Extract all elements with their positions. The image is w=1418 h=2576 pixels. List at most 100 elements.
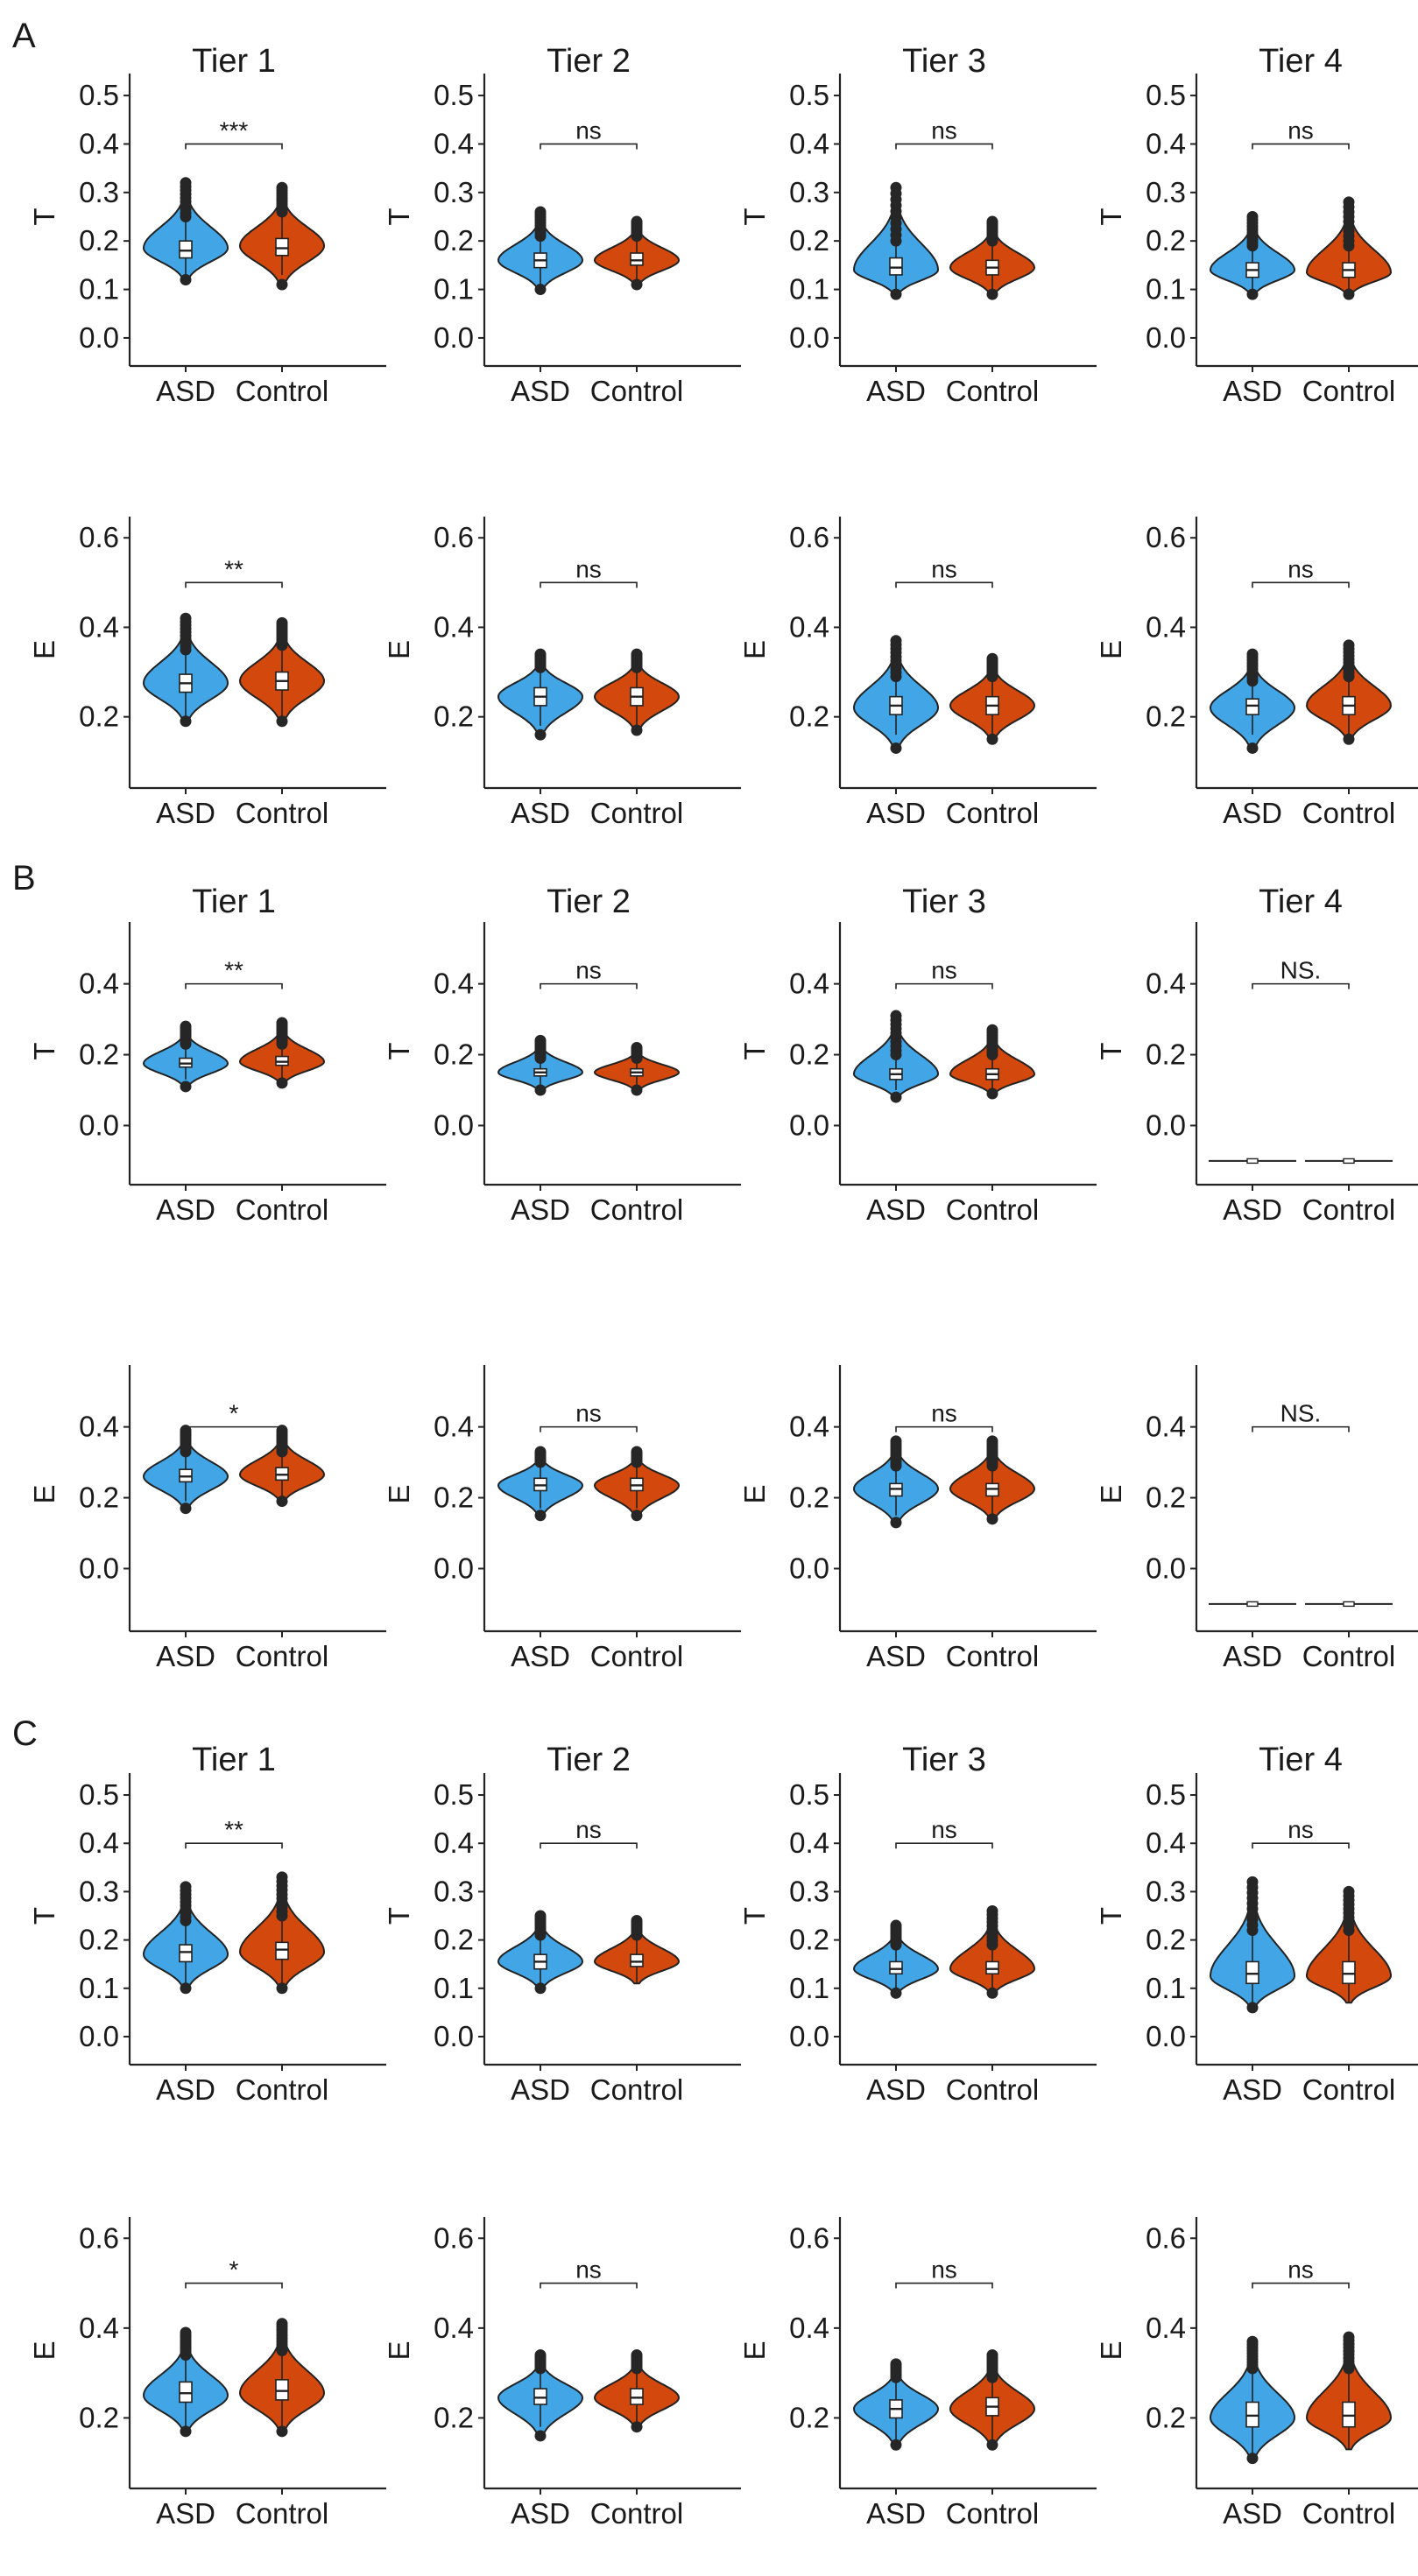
outlier-point [276, 2425, 288, 2438]
significance-label: ** [224, 957, 243, 984]
outlier-point [276, 278, 288, 291]
outlier-point [631, 1084, 643, 1096]
panel-title: Tier 4 [1259, 883, 1343, 920]
outlier-point [276, 616, 288, 629]
significance-bracket [1252, 2282, 1350, 2289]
outlier-point [631, 215, 643, 228]
panel-title: Tier 4 [1259, 43, 1343, 80]
outlier-point [276, 2318, 288, 2330]
x-tick-label: ASD [1223, 1640, 1282, 1672]
y-tick-label: 0.0 [1146, 1109, 1186, 1141]
significance-label: ns [931, 1400, 957, 1427]
significance-label: ns [1287, 116, 1314, 144]
panel-10: 0.0 0.2 0.4 T ASD Control Tier 3 ns [738, 883, 1097, 1226]
outlier-point [534, 1084, 547, 1096]
panel-21: 0.2 0.4 0.6 E ASD Control ns [383, 2217, 741, 2530]
outlier-point [986, 1904, 998, 1917]
y-tick-label: 0.0 [789, 1109, 829, 1141]
y-tick-label: 0.2 [1146, 1038, 1186, 1071]
significance-label: * [229, 2256, 239, 2284]
panel-title: Tier 2 [547, 1742, 631, 1778]
x-tick-label: Control [946, 2073, 1039, 2106]
y-tick-label: 0.1 [79, 1972, 119, 2004]
box-iqr [1342, 2401, 1356, 2428]
outlier-point [1246, 288, 1259, 300]
y-tick-label: 0.5 [1146, 79, 1186, 111]
x-tick-label: ASD [866, 1193, 926, 1226]
outlier-point [534, 648, 547, 660]
outlier-point [890, 1435, 902, 1447]
panel-3: 0.0 0.1 0.2 0.3 0.4 0.5 T ASD Control Tier 4 ns [1095, 43, 1418, 407]
empty-box [1246, 1601, 1259, 1608]
panel-title: Tier 1 [192, 1742, 276, 1778]
y-tick-label: 0.0 [1146, 1552, 1186, 1584]
outlier-point [534, 2430, 547, 2442]
y-tick-label: 0.2 [789, 1924, 829, 1956]
y-tick-label: 0.4 [79, 1826, 119, 1859]
panel-14: 0.0 0.2 0.4 E ASD Control ns [738, 1365, 1097, 1672]
panel-1: 0.0 0.1 0.2 0.3 0.4 0.5 T ASD Control Tier 2 ns [383, 43, 741, 407]
y-tick-label: 0.2 [789, 700, 829, 733]
significance-label: ns [1287, 1816, 1314, 1843]
x-tick-label: Control [946, 1640, 1039, 1672]
significance-bracket [895, 2282, 993, 2289]
panel-9: 0.0 0.2 0.4 T ASD Control Tier 2 ns [383, 883, 741, 1226]
significance-bracket [895, 982, 993, 989]
empty-box [1343, 1601, 1355, 1608]
y-tick-label: 0.2 [79, 1924, 119, 1956]
outlier-point [986, 1987, 998, 1999]
outlier-point [631, 1915, 643, 1927]
significance-bracket [185, 2282, 283, 2289]
outlier-point [534, 728, 547, 741]
significance-label: ns [575, 957, 602, 984]
y-tick-label: 0.2 [1146, 224, 1186, 257]
outlier-point [631, 648, 643, 660]
significance-label: NS. [1280, 1400, 1322, 1427]
outlier-point [890, 181, 902, 194]
outlier-point [1343, 733, 1355, 745]
x-tick-label: ASD [511, 2497, 570, 2530]
x-tick-label: ASD [1223, 1193, 1282, 1226]
y-tick-label: 0.3 [1146, 176, 1186, 208]
y-tick-label: 0.3 [79, 1875, 119, 1907]
x-tick-label: ASD [511, 797, 570, 829]
significance-bracket [185, 982, 283, 989]
y-tick-label: 0.0 [789, 2020, 829, 2052]
significance-bracket [895, 1842, 993, 1849]
y-axis-title: E [738, 2340, 771, 2360]
outlier-point [276, 1496, 288, 1508]
outlier-point [180, 1425, 192, 1437]
section-label-a: A [12, 17, 36, 55]
x-tick-label: Control [236, 797, 328, 829]
y-tick-label: 0.6 [1146, 521, 1186, 553]
outlier-point [1343, 639, 1355, 651]
x-tick-label: Control [946, 797, 1039, 829]
y-tick-label: 0.0 [79, 1552, 119, 1584]
y-axis-title: E [28, 1484, 60, 1503]
empty-box [1343, 1158, 1355, 1165]
y-tick-label: 0.4 [1146, 127, 1186, 159]
y-axis-title: E [738, 1484, 771, 1503]
panel-18: 0.0 0.1 0.2 0.3 0.4 0.5 T ASD Control Tier 3 ns [738, 1742, 1097, 2106]
y-axis-title: E [1095, 640, 1127, 659]
y-axis-title: T [1095, 208, 1127, 225]
x-tick-label: ASD [156, 797, 215, 829]
significance-bracket [1252, 143, 1350, 150]
x-tick-label: Control [1302, 797, 1395, 829]
section-label-b: B [12, 859, 36, 897]
x-tick-label: Control [590, 2073, 683, 2106]
significance-label: ns [575, 555, 602, 582]
significance-bracket [185, 581, 283, 588]
y-tick-label: 0.2 [79, 224, 119, 257]
x-tick-label: Control [946, 375, 1039, 407]
outlier-point [180, 1080, 192, 1093]
outlier-point [534, 2349, 547, 2361]
significance-label: ns [931, 555, 957, 582]
significance-bracket [1252, 1842, 1350, 1849]
significance-bracket [1252, 581, 1350, 588]
outlier-point [1246, 2002, 1259, 2014]
x-tick-label: ASD [866, 797, 926, 829]
y-tick-label: 0.3 [789, 176, 829, 208]
y-tick-label: 0.0 [1146, 321, 1186, 354]
